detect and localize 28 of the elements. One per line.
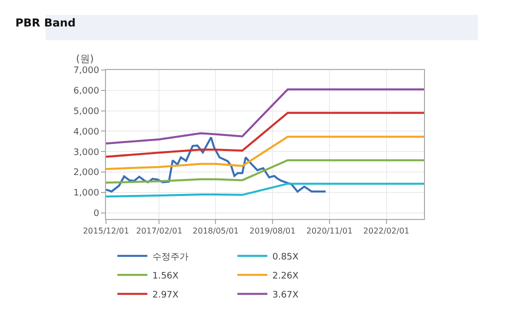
line-series [106,136,424,170]
legend-label: 수정주가 [152,252,188,262]
chart-title: PBR Band [15,16,76,30]
y-tick-label: 5,000 [73,106,100,117]
x-tick-label: 2017/02/01 [136,226,182,236]
x-tick-label: 2022/02/01 [363,226,410,236]
y-tick-label: 3,000 [73,148,100,158]
y-tick-label: 1,000 [73,188,100,199]
x-tick-label: 2015/12/01 [82,226,130,236]
line-series [106,159,424,184]
legend-label: 2.97X [152,290,179,300]
legend-label: 0.85X [272,252,299,262]
legend-label: 1.56X [152,271,179,282]
line-series [106,112,424,158]
y-axis-title: (원) [76,54,94,65]
line-series [106,88,424,144]
y-tick-label: 7,000 [73,66,100,76]
x-tick-label: 2020/11/01 [306,226,353,236]
legend-label: 3.67X [272,290,299,300]
y-tick-label: 4,000 [73,127,100,138]
x-tick-label: 2019/08/01 [249,226,296,236]
y-tick-label: 2,000 [73,168,100,178]
y-tick-label: 6,000 [73,86,100,97]
line-series [106,136,327,193]
line-series [106,182,424,198]
y-tick-label: 0 [93,209,100,220]
legend-label: 2.26X [272,271,299,282]
x-tick-label: 2018/05/01 [192,226,239,236]
